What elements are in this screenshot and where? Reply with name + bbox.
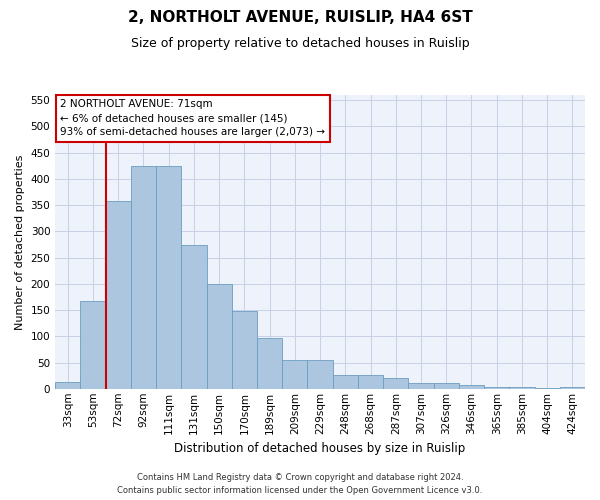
Bar xyxy=(181,244,206,389)
X-axis label: Distribution of detached houses by size in Ruislip: Distribution of detached houses by size … xyxy=(175,442,466,455)
Bar xyxy=(332,374,358,389)
Bar xyxy=(358,374,383,389)
Bar xyxy=(383,378,409,389)
Bar xyxy=(459,385,484,389)
Text: 2, NORTHOLT AVENUE, RUISLIP, HA4 6ST: 2, NORTHOLT AVENUE, RUISLIP, HA4 6ST xyxy=(128,10,472,25)
Bar xyxy=(232,311,257,389)
Bar xyxy=(106,202,131,389)
Bar xyxy=(282,360,307,389)
Text: Size of property relative to detached houses in Ruislip: Size of property relative to detached ho… xyxy=(131,38,469,51)
Bar xyxy=(206,284,232,389)
Bar xyxy=(257,338,282,389)
Bar xyxy=(131,166,156,389)
Bar xyxy=(307,360,332,389)
Y-axis label: Number of detached properties: Number of detached properties xyxy=(15,154,25,330)
Text: 2 NORTHOLT AVENUE: 71sqm
← 6% of detached houses are smaller (145)
93% of semi-d: 2 NORTHOLT AVENUE: 71sqm ← 6% of detache… xyxy=(61,100,325,138)
Bar xyxy=(409,383,434,389)
Bar xyxy=(509,386,535,389)
Bar xyxy=(80,300,106,389)
Bar xyxy=(156,166,181,389)
Bar xyxy=(55,382,80,389)
Text: Contains HM Land Registry data © Crown copyright and database right 2024.
Contai: Contains HM Land Registry data © Crown c… xyxy=(118,474,482,495)
Bar xyxy=(484,386,509,389)
Bar xyxy=(434,383,459,389)
Bar xyxy=(560,386,585,389)
Bar xyxy=(535,388,560,389)
